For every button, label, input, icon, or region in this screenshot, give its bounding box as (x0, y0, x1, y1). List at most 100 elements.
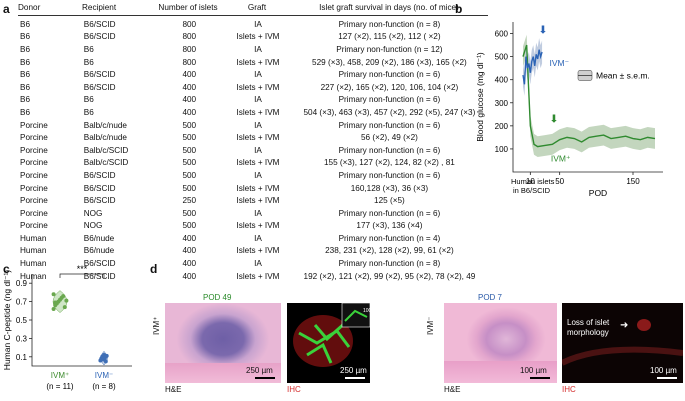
cell-donor: B6 (20, 70, 31, 80)
cell-recipient: B6 (83, 57, 94, 67)
c-point (64, 298, 69, 303)
cell-islets: 400 (182, 246, 197, 256)
cell-recipient: B6/nude (83, 233, 115, 243)
cell-survival: Primary non-function (n = 6) (338, 170, 441, 180)
b-arrow-down-icon-pos: ⬇ (549, 113, 558, 125)
table-row: B6 B6 800 IA Primary non-function (n = 12) (18, 43, 488, 56)
cell-survival: 155 (×3), 127 (×2), 124, 82 (×2) , 81 (323, 158, 455, 168)
cell-islets: 400 (182, 107, 197, 117)
table-row: Human B6/nude 400 Islets + IVM 238, 231 (×2)… (18, 245, 488, 258)
cell-survival: Primary non-function (n = 6) (338, 70, 441, 80)
header-recipient: Recipient (82, 3, 117, 12)
cell-graft: Islets + IVM (236, 183, 280, 193)
cell-graft: IA (254, 120, 262, 130)
cell-donor: Porcine (20, 196, 48, 206)
cell-survival: Primary non-function (n = 6) (338, 145, 441, 155)
table-row: Porcine B6/SCID 500 IA Primary non-function … (18, 169, 488, 182)
c-point (61, 294, 66, 299)
islet-survival-table: Donor Recipient Number of islets Graft I… (18, 0, 488, 282)
header-number-of-islets: Number of islets (158, 3, 218, 12)
b-line-ivm-pos (522, 44, 656, 148)
c-sig-bracket (59, 273, 105, 278)
cell-donor: Human (20, 271, 47, 281)
table-row: Porcine Balb/c/nude 500 IA Primary non-funct… (18, 119, 488, 132)
table-row: Human B6/SCID 400 IA Primary non-function (n… (18, 257, 488, 270)
cell-donor: Human (20, 259, 47, 269)
c-xlabel-ivm-neg: IVM⁻ (95, 371, 113, 380)
c-ytick-label: 0.3 (16, 334, 28, 343)
he-tissue-band (165, 363, 281, 383)
cell-recipient: B6/SCID (83, 271, 116, 281)
table-row: Porcine Balb/c/SCID 500 Islets + IVM 155 (×3… (18, 157, 488, 170)
table-row: Porcine NOG 500 Islets + IVM 177 (×3), 136 (… (18, 220, 488, 233)
cell-graft: Islets + IVM (236, 82, 280, 92)
cell-survival: 238, 231 (×2), 128 (×2), 99, 61 (×2) (325, 246, 454, 256)
table-row: Porcine B6/SCID 500 Islets + IVM 160,128 (×3… (18, 182, 488, 195)
table-row: B6 B6/SCID 400 Islets + IVM 227 (×2), 165 (×… (18, 81, 488, 94)
cell-donor: Porcine (20, 208, 48, 218)
header-survival: Islet graft survival in days (no. of mic… (319, 3, 459, 12)
table-body: B6 B6/SCID 800 IA Primary non-function (n = … (18, 18, 488, 282)
cell-recipient: Balb/c/SCID (83, 145, 129, 155)
cell-graft: Islets + IVM (236, 221, 280, 231)
cell-survival: 504 (×3), 463 (×3), 457 (×2), 292 (×5), … (303, 107, 476, 117)
b-xtick-human-2: in B6/SCID (513, 186, 551, 195)
b-legend-label: Mean ± s.e.m. (596, 70, 650, 80)
pod-49-label: POD 49 (203, 293, 232, 302)
cell-islets: 500 (182, 133, 197, 143)
cell-islets: 500 (182, 183, 197, 193)
b-xtick-label: 150 (626, 177, 640, 186)
cell-graft: Islets + IVM (236, 32, 280, 42)
cell-islets: 800 (182, 19, 197, 29)
cell-donor: B6 (20, 95, 31, 105)
cell-graft: IA (254, 44, 262, 54)
table-header: Donor Recipient Number of islets Graft I… (18, 0, 488, 16)
cell-recipient: B6/SCID (83, 19, 116, 29)
cell-islets: 250 (182, 196, 197, 206)
cell-survival: Primary non-function (n = 4) (338, 233, 441, 243)
scale-label-inset: 100 µm (363, 308, 380, 314)
panel-letter-c: c (3, 262, 10, 276)
cell-graft: Islets + IVM (236, 107, 280, 117)
scale-label-ihc-neg: 100 µm (650, 366, 677, 375)
cell-recipient: B6/SCID (83, 82, 116, 92)
ihc-label-pos: IHC (287, 385, 301, 394)
cell-donor: B6 (20, 32, 31, 42)
c-peptide-chart: 0.1 0.3 0.5 0.7 0.9 Human C-peptide (ng dl⁻¹)… (2, 264, 132, 391)
cell-graft: IA (254, 208, 262, 218)
cell-graft: IA (254, 233, 262, 243)
cell-islets: 500 (182, 120, 197, 130)
cell-islets: 500 (182, 221, 197, 231)
cell-graft: Islets + IVM (236, 271, 280, 281)
table-row: B6 B6 400 IA Primary non-function (n = 6) (18, 94, 488, 107)
table-row: B6 B6/SCID 800 Islets + IVM 127 (×2), 115 (×… (18, 31, 488, 44)
scale-label-he-pos: 250 µm (246, 366, 273, 375)
c-n-ivm-neg: (n = 8) (92, 382, 116, 391)
b-xtick-human-1: Human islets (511, 177, 555, 186)
cell-recipient: Balb/c/nude (83, 120, 127, 130)
table-row: B6 B6 400 Islets + IVM 504 (×3), 463 (×3), 4… (18, 106, 488, 119)
c-point (62, 305, 67, 310)
table-row: Porcine Balb/c/nude 500 Islets + IVM 56 (×2)… (18, 131, 488, 144)
ihc-pos-graphic (293, 303, 370, 367)
he-image-ivm-neg (444, 303, 557, 383)
table-row: Porcine Balb/c/SCID 500 IA Primary non-funct… (18, 144, 488, 157)
b-ytick-label: 600 (495, 30, 509, 39)
table-row: Porcine NOG 500 IA Primary non-function (n =… (18, 207, 488, 220)
cell-survival: 56 (×2), 49 (×2) (360, 133, 418, 143)
cell-islets: 400 (182, 70, 197, 80)
table-row: B6 B6/SCID 800 IA Primary non-function (n = … (18, 18, 488, 31)
scale-label-ihc-pos: 250 µm (340, 366, 367, 375)
cell-islets: 400 (182, 233, 197, 243)
cell-graft: IA (254, 19, 262, 29)
cell-survival: Primary non-function (n = 8) (338, 259, 441, 269)
cell-recipient: B6/nude (83, 246, 115, 256)
panel-letter-a: a (3, 2, 10, 16)
cell-recipient: B6 (83, 95, 94, 105)
cell-recipient: B6/SCID (83, 70, 116, 80)
cell-recipient: B6/SCID (83, 259, 116, 269)
cell-graft: IA (254, 145, 262, 155)
b-arrow-down-icon-neg: ⬇ (538, 25, 547, 37)
cell-graft: Islets + IVM (236, 196, 280, 206)
cell-recipient: Balb/c/SCID (83, 158, 129, 168)
